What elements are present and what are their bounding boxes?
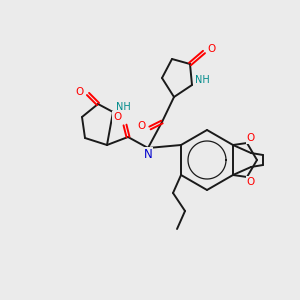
Text: O: O: [247, 177, 255, 187]
Text: N: N: [144, 148, 152, 160]
Text: O: O: [208, 44, 216, 54]
Text: NH: NH: [116, 102, 130, 112]
Text: NH: NH: [195, 75, 209, 85]
Text: O: O: [113, 112, 121, 122]
Text: O: O: [247, 133, 255, 143]
Text: O: O: [138, 121, 146, 131]
Text: O: O: [76, 87, 84, 97]
